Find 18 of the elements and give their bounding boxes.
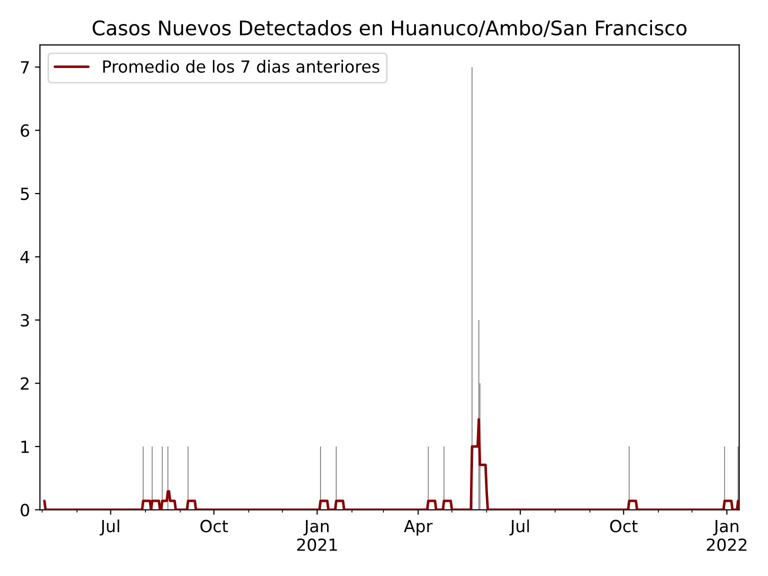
x-tick-label: Jul [509, 519, 529, 536]
y-tick-label: 5 [20, 188, 29, 200]
y-tick-label: 3 [20, 314, 29, 327]
x-tick-label: Jul [100, 519, 120, 536]
x-tick-label: Jan 2021 [297, 520, 337, 552]
legend-label: Promedio de los 7 dias anteriores [103, 60, 380, 73]
chart-title: Casos Nuevos Detectados en Huanuco/Ambo/San Francisco [92, 20, 686, 38]
y-tick-label: 0 [20, 504, 30, 516]
x-tick-label: Oct [200, 520, 228, 532]
y-tick-label: 7 [20, 61, 29, 74]
y-tick-label: 4 [20, 250, 30, 264]
x-tick-label: Apr [404, 520, 433, 536]
line-series [43, 418, 740, 510]
x-tick-label: Oct [610, 520, 638, 532]
y-tick-label: 6 [20, 124, 30, 137]
y-tick-label: 1 [21, 440, 29, 453]
y-tick-label: 2 [20, 377, 29, 390]
x-tick-label: Jan 2022 [706, 520, 746, 552]
